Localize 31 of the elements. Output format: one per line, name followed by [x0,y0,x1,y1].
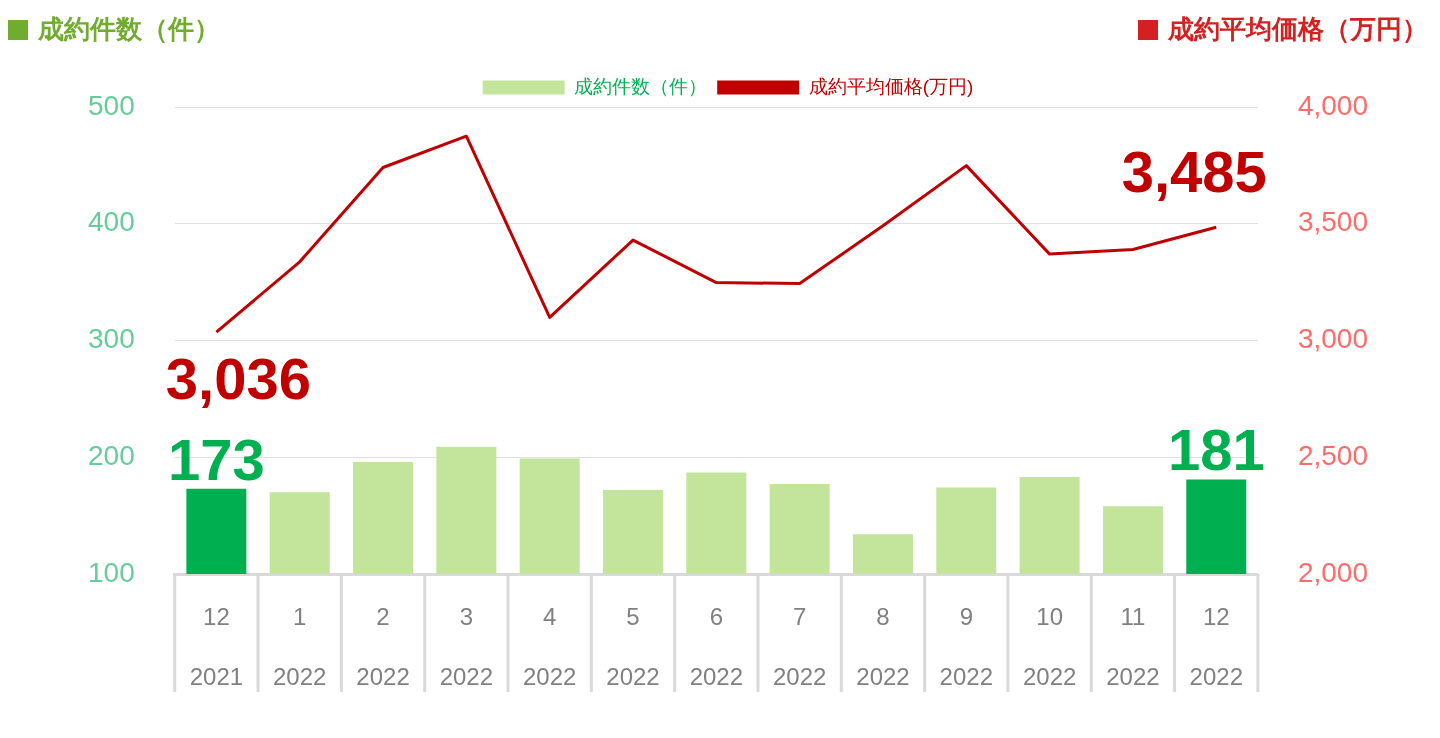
category-label: 6 2022 [689,602,744,690]
y-tick-label: 200 [88,439,135,471]
y2-tick-label: 2,500 [1297,439,1369,471]
data-label: 3,036 [165,346,311,412]
category-label: 12 2022 [1189,602,1243,690]
category-label: 7 2022 [772,602,827,690]
y2-tick-label: 2,000 [1297,556,1369,588]
y2-tick-label: 3,500 [1297,206,1369,238]
category-label: 8 2022 [856,602,910,690]
legend-label: 成約平均価格(万円) [808,75,974,97]
category-label: 2 2022 [356,602,410,690]
y2-tick-label: 3,000 [1297,323,1369,355]
category-label: 12 2021 [189,602,244,690]
data-label: 3,485 [1121,139,1267,205]
y-tick-label: 400 [88,206,135,238]
category-label: 1 2022 [273,602,327,690]
y-tick-label: 100 [88,556,135,588]
category-label: 4 2022 [522,602,577,690]
category-label: 11 2022 [1106,602,1160,690]
category-label: 10 2022 [1022,602,1077,690]
y-tick-label: 300 [88,323,135,355]
y2-tick-label: 4,000 [1297,89,1369,121]
y-axis-title: 成約件数（件） [38,13,220,46]
y2-axis-title: 成約平均価格（万円） [1168,13,1428,46]
category-label: 3 2022 [439,602,494,690]
data-label: 173 [167,426,265,492]
category-label: 5 2022 [606,602,660,690]
legend-label: 成約件数（件） [574,75,708,97]
y-tick-label: 500 [88,89,135,121]
data-label: 181 [1167,417,1265,483]
category-label: 9 2022 [939,602,993,690]
